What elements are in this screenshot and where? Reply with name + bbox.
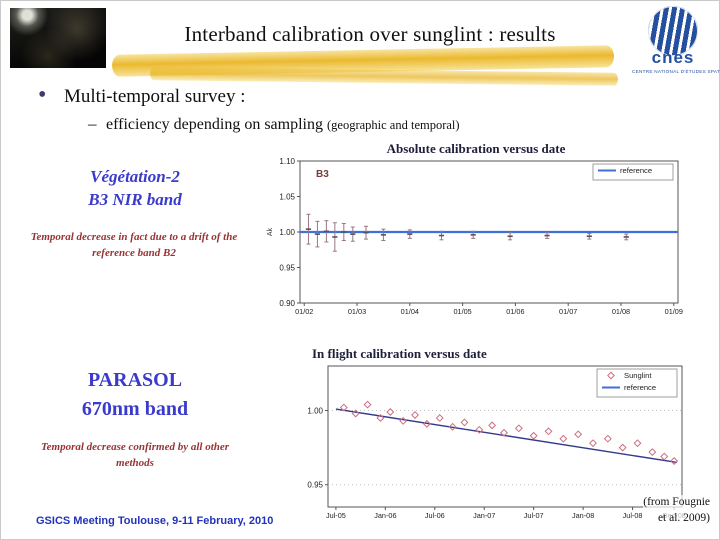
vegetation-title-line2: B3 NIR band <box>88 189 182 209</box>
highlight-streak-2 <box>149 67 619 86</box>
parasol-note: Temporal decrease confirmed by all other… <box>40 441 230 469</box>
credit-text: (from Fougnie et al. 2009) <box>643 495 710 527</box>
svg-text:0.95: 0.95 <box>279 263 295 272</box>
vegetation-title-line1: Végétation-2 <box>90 167 180 186</box>
svg-text:B3: B3 <box>316 169 329 180</box>
cnes-globe-icon <box>648 6 698 56</box>
svg-text:Jan-06: Jan-06 <box>374 511 396 520</box>
cnes-wordmark: cnes <box>651 48 695 67</box>
svg-text:1.00: 1.00 <box>279 228 295 237</box>
svg-text:reference: reference <box>620 166 652 175</box>
sub-bullet-dash-icon: – <box>88 114 97 133</box>
svg-text:Jan-08: Jan-08 <box>572 511 594 520</box>
title-photo <box>10 8 106 68</box>
inflight-calibration-chart: 0.95 1.00 Jul-05 Jan-06 Jul-06 Jan-07 Jul-07 Ja… <box>298 362 688 522</box>
svg-text:01/04: 01/04 <box>401 307 419 316</box>
inflight-chart-title: In flight calibration versus date <box>312 346 487 361</box>
svg-text:1.00: 1.00 <box>307 406 323 415</box>
svg-text:Sunglint: Sunglint <box>624 371 652 380</box>
sub-bullet-main: efficiency depending on sampling <box>106 116 323 133</box>
svg-text:01/07: 01/07 <box>559 307 577 316</box>
footer-meeting-text: GSICS Meeting Toulouse, 9-11 February, 2… <box>36 515 274 527</box>
parasol-title-line2: 670nm band <box>81 398 189 420</box>
credit-line2: et al. 2009) <box>657 511 710 524</box>
cnes-logo: cnes CENTRE NATIONAL D'ÉTUDES SPATIALES <box>632 6 720 74</box>
slide-title: Interband calibration over sunglint : re… <box>184 22 556 46</box>
svg-text:0.95: 0.95 <box>307 481 323 490</box>
bullet-icon: • <box>38 82 47 108</box>
cnes-tagline: CENTRE NATIONAL D'ÉTUDES SPATIALES <box>632 69 720 74</box>
svg-text:Jul-06: Jul-06 <box>425 511 445 520</box>
credit-line1: (from Fougnie <box>643 496 710 508</box>
parasol-block-title: PARASOL 670nm band <box>28 366 242 424</box>
svg-text:01/08: 01/08 <box>612 307 630 316</box>
vegetation-block-title: Végétation-2 B3 NIR band <box>28 166 242 212</box>
svg-text:1.05: 1.05 <box>279 192 295 201</box>
absolute-chart-title: Absolute calibration versus date <box>386 141 566 156</box>
parasol-title-line1: PARASOL <box>87 369 183 391</box>
sub-bullet-note: (geographic and temporal) <box>326 118 460 132</box>
svg-text:Jan-07: Jan-07 <box>473 511 495 520</box>
svg-text:reference: reference <box>624 383 656 392</box>
svg-text:Jul-08: Jul-08 <box>623 511 643 520</box>
svg-text:Jul-05: Jul-05 <box>326 511 346 520</box>
bullet-text: Multi-temporal survey : <box>64 86 246 107</box>
svg-text:01/09: 01/09 <box>665 307 683 316</box>
sub-bullet-text: efficiency depending on sampling (geogra… <box>106 116 460 134</box>
vegetation-note: Temporal decrease in fact due to a drift… <box>30 231 238 259</box>
svg-text:Jul-07: Jul-07 <box>524 511 544 520</box>
svg-text:Ak: Ak <box>267 227 274 236</box>
svg-text:01/02: 01/02 <box>295 307 313 316</box>
svg-text:01/05: 01/05 <box>453 307 471 316</box>
svg-text:0.90: 0.90 <box>279 299 295 308</box>
svg-text:01/06: 01/06 <box>506 307 524 316</box>
svg-text:1.10: 1.10 <box>279 157 295 166</box>
svg-text:01/03: 01/03 <box>348 307 366 316</box>
absolute-calibration-chart: 0.90 0.95 1.00 1.05 1.10 01/02 01/03 01/04 01/05… <box>264 157 686 319</box>
